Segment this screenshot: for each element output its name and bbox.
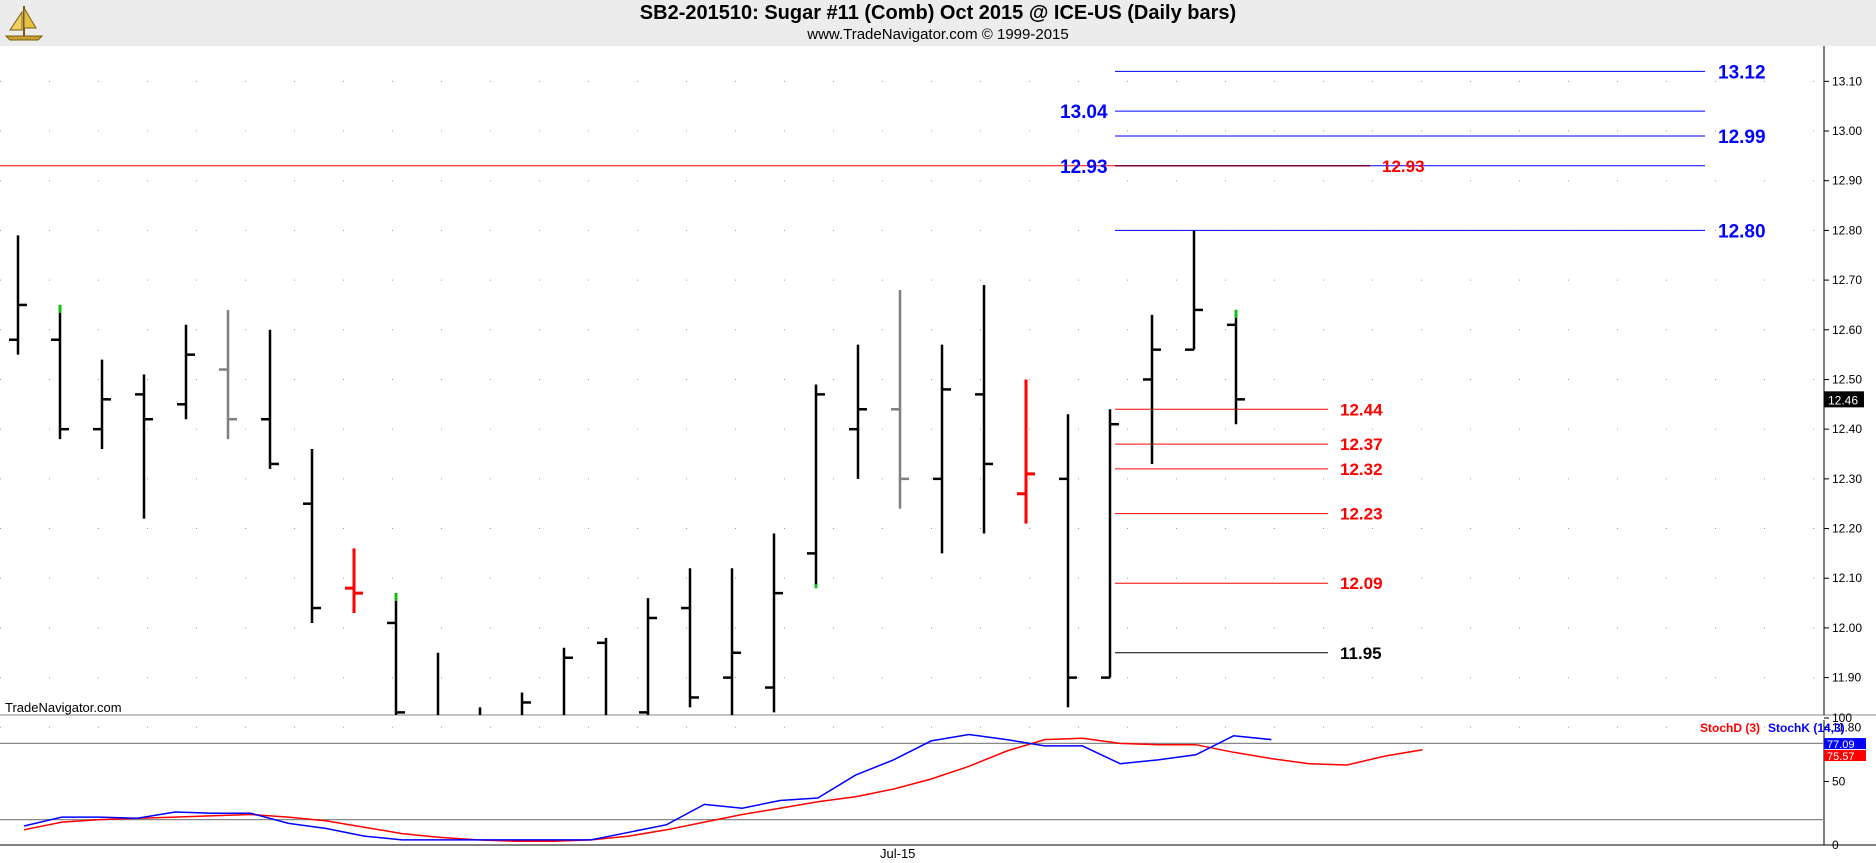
stochk-legend: StochK (14,3) — [1768, 721, 1845, 735]
stoch-y-tick-label: 0 — [1832, 838, 1839, 852]
y-tick-label: 12.70 — [1832, 273, 1862, 287]
y-tick-label: 11.80 — [1832, 720, 1861, 734]
blue-level-label: 13.04 — [1060, 102, 1108, 123]
black-level-label: 11.95 — [1340, 644, 1382, 663]
trade-navigator-logo — [4, 6, 44, 41]
chart-header — [0, 0, 1876, 46]
y-tick-label: 12.60 — [1832, 323, 1862, 337]
y-tick-label: 12.30 — [1832, 472, 1862, 486]
watermark: TradeNavigator.com — [5, 700, 122, 715]
stochd-line — [23, 737, 1423, 842]
stochk-line — [23, 733, 1272, 841]
red-level-label: 12.09 — [1340, 574, 1383, 593]
y-tick-label: 13.10 — [1832, 74, 1862, 88]
y-tick-label: 12.40 — [1832, 422, 1862, 436]
last-price-box — [1824, 391, 1864, 408]
stochk-value: 77.09 — [1827, 739, 1855, 751]
y-tick-label: 12.00 — [1832, 621, 1862, 635]
blue-level-label: 12.80 — [1718, 221, 1766, 242]
y-tick-label: 13.00 — [1832, 124, 1862, 138]
stoch-y-tick-label: 50 — [1832, 775, 1846, 789]
red-level-label: 12.23 — [1340, 505, 1383, 524]
chart-title: SB2-201510: Sugar #11 (Comb) Oct 2015 @ … — [639, 2, 1237, 24]
blue-level-label: 13.12 — [1718, 62, 1766, 83]
chart-subtitle: www.TradeNavigator.com © 1999-2015 — [807, 26, 1069, 43]
blue-level-label: 12.93 — [1060, 157, 1108, 178]
x-axis-label: Jul-15 — [880, 846, 916, 861]
red-level-label: 12.44 — [1340, 400, 1383, 419]
y-tick-label: 12.80 — [1832, 223, 1862, 237]
last-price-label: 12.46 — [1828, 393, 1858, 407]
y-tick-label: 12.20 — [1832, 522, 1862, 536]
blue-level-label: 12.99 — [1718, 127, 1766, 148]
red-level-label: 12.37 — [1340, 435, 1383, 454]
y-tick-label: 12.10 — [1832, 571, 1862, 585]
y-tick-label: 12.90 — [1832, 174, 1862, 188]
red-level-label: 12.93 — [1382, 157, 1425, 176]
stoch-y-tick-label: 100 — [1832, 711, 1852, 725]
y-tick-label: 12.50 — [1832, 372, 1862, 386]
stochk-value-box — [1824, 738, 1866, 750]
stochd-value-box — [1824, 750, 1866, 762]
red-level-label: 12.32 — [1340, 460, 1383, 479]
ohlc-bars — [9, 230, 1245, 715]
stochd-value: 75.57 — [1827, 751, 1855, 763]
stochd-legend: StochD (3) — [1700, 721, 1760, 735]
y-tick-label: 11.90 — [1832, 671, 1861, 685]
